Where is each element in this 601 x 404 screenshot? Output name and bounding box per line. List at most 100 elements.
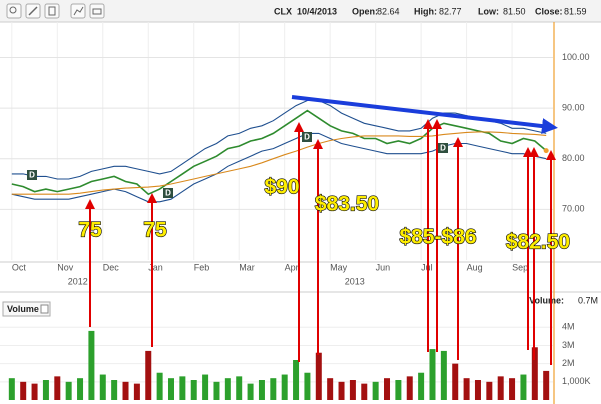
volume-bar bbox=[406, 376, 413, 400]
y-tick-label: 80.00 bbox=[562, 153, 585, 163]
year-label: 2012 bbox=[68, 276, 88, 286]
x-tick-label: Feb bbox=[194, 262, 210, 272]
trend-arrow bbox=[291, 95, 558, 135]
quote-value: 82.77 bbox=[439, 6, 462, 16]
volume-bar bbox=[452, 363, 459, 400]
volume-bar bbox=[247, 383, 254, 400]
volume-bar bbox=[88, 330, 95, 400]
volume-legend: Volume bbox=[7, 304, 39, 314]
volume-current-label: Volume: bbox=[529, 295, 564, 305]
print-icon bbox=[92, 8, 102, 15]
x-tick-label: Aug bbox=[467, 262, 483, 272]
volume-bar bbox=[497, 376, 504, 400]
dividend-marker bbox=[302, 132, 312, 142]
volume-bar bbox=[486, 381, 493, 400]
volume-bar bbox=[531, 347, 538, 400]
indicator-line bbox=[11, 131, 547, 195]
volume-bar bbox=[338, 381, 345, 400]
volume-bar bbox=[224, 378, 231, 400]
volume-bar bbox=[202, 374, 209, 400]
volume-bar bbox=[440, 350, 447, 400]
close-button[interactable] bbox=[40, 304, 49, 314]
volume-bar bbox=[167, 378, 174, 400]
indicator-line bbox=[11, 99, 547, 180]
quote-label: Close: bbox=[535, 6, 563, 16]
x-tick-label: Oct bbox=[12, 262, 27, 272]
annotation: 75 bbox=[143, 219, 167, 242]
volume-bar bbox=[293, 360, 300, 400]
dividend-label: D bbox=[165, 189, 171, 198]
volume-bar bbox=[20, 381, 27, 400]
pencil-icon bbox=[28, 6, 38, 16]
quote-label: Open: bbox=[352, 6, 378, 16]
y-tick-label: 4M bbox=[562, 322, 575, 332]
annotation: 75 bbox=[78, 219, 102, 242]
symbol: CLX bbox=[274, 6, 292, 16]
annotation: $82.50 bbox=[506, 231, 570, 254]
volume-bar bbox=[42, 380, 49, 400]
volume-bar bbox=[384, 378, 391, 400]
x-tick-label: Nov bbox=[57, 262, 74, 272]
quote-value: 82.64 bbox=[377, 6, 400, 16]
volume-bar bbox=[99, 374, 106, 400]
quote-label: Low: bbox=[478, 6, 499, 16]
x-tick-label: Jan bbox=[148, 262, 163, 272]
volume-bar bbox=[270, 378, 277, 400]
annotation: $85-$86 bbox=[399, 226, 476, 249]
x-tick-label: Jul bbox=[421, 262, 433, 272]
volume-bar bbox=[77, 378, 84, 400]
zoom-icon bbox=[9, 6, 17, 14]
quote-header: CLX 10/4/2013 Open: 82.64 High: 82.77 Low: 81… bbox=[274, 6, 587, 16]
dividend-marker bbox=[438, 143, 448, 153]
volume-bar bbox=[190, 380, 197, 400]
volume-bar bbox=[133, 383, 140, 400]
year-label: 2013 bbox=[345, 276, 365, 286]
volume-bar bbox=[179, 376, 186, 400]
dividend-marker bbox=[163, 188, 173, 198]
notes-icon bbox=[48, 6, 56, 16]
zoom-button[interactable] bbox=[6, 3, 22, 19]
dividend-label: D bbox=[29, 171, 35, 180]
x-tick-label: Apr bbox=[285, 262, 299, 272]
volume-bar bbox=[122, 381, 129, 400]
quote-value: 81.50 bbox=[503, 6, 526, 16]
volume-bar bbox=[111, 380, 118, 400]
notes-button[interactable] bbox=[44, 3, 60, 19]
x-tick-label: Mar bbox=[239, 262, 255, 272]
volume-bar bbox=[509, 378, 516, 400]
volume-bar bbox=[31, 383, 38, 400]
volume-legend-box bbox=[2, 301, 51, 317]
volume-bar bbox=[418, 372, 425, 400]
quote-label: High: bbox=[414, 6, 437, 16]
volume-bar bbox=[315, 352, 322, 400]
quote-value: 81.59 bbox=[564, 6, 587, 16]
y-tick-label: 2M bbox=[562, 358, 575, 368]
volume-bar bbox=[361, 383, 368, 400]
annotation-arrows bbox=[85, 119, 556, 365]
volume-current-value: 0.7M bbox=[578, 295, 598, 305]
volume-bar bbox=[8, 378, 15, 400]
volume-bar bbox=[258, 380, 265, 400]
volume-bar bbox=[349, 380, 356, 400]
print-button[interactable] bbox=[89, 3, 105, 19]
volume-bar bbox=[429, 349, 436, 400]
volume-bar bbox=[463, 378, 470, 400]
quote-date: 10/4/2013 bbox=[297, 6, 337, 16]
y-tick-label: 100.00 bbox=[562, 52, 590, 62]
annotations: 75 75 $90 $83.50 $85-$86 $82.50 bbox=[78, 175, 571, 254]
volume-bar bbox=[145, 350, 152, 400]
x-tick-label: Sep bbox=[512, 262, 528, 272]
volume-bar bbox=[281, 374, 288, 400]
volume-bar bbox=[543, 370, 550, 400]
x-tick-label: Jun bbox=[376, 262, 391, 272]
toolbar-buttons bbox=[6, 3, 105, 19]
dividend-marker bbox=[27, 170, 37, 180]
volume-bar bbox=[304, 372, 311, 400]
y-tick-label: 3M bbox=[562, 340, 575, 350]
volume-bar bbox=[327, 378, 334, 400]
last-price-dot bbox=[543, 148, 549, 154]
volume-bar bbox=[156, 372, 163, 400]
chart-icon bbox=[73, 6, 84, 16]
